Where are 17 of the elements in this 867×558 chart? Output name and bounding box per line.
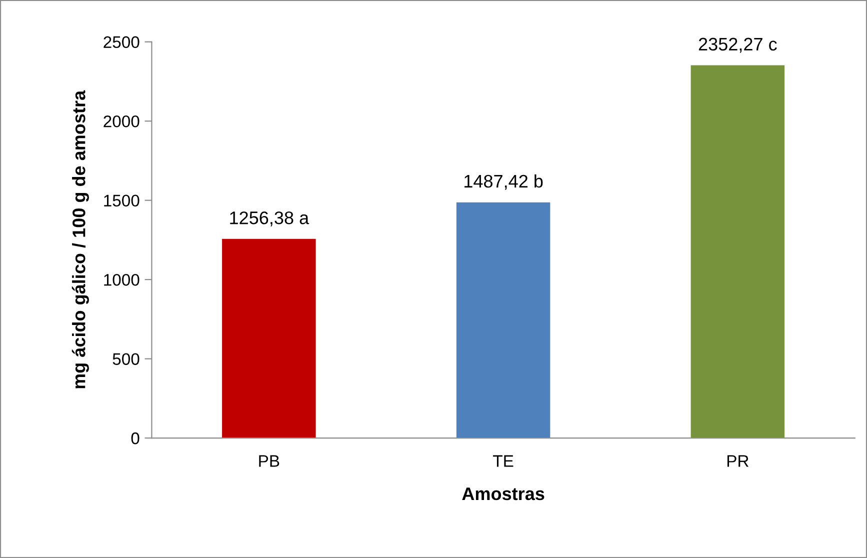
bar [222,238,316,438]
x-axis-title: Amostras [462,488,544,500]
x-tick-label: PR [727,455,748,467]
data-label: 1256,38 a [230,211,310,226]
y-tick-label: 500 [112,353,140,365]
y-tick-label: 1500 [104,194,140,207]
data-label: 2352,27 c [698,38,777,53]
y-tick-label: 0 [131,432,140,444]
bar [456,202,550,438]
x-tick-label: TE [493,455,514,467]
data-label: 1487,42 b [464,174,543,190]
bar [690,65,785,438]
y-axis-title: mg ácido gálico / 100 g de amostra [72,90,89,388]
y-tick-label: 1000 [104,274,140,286]
y-tick-label: 2500 [104,36,140,48]
y-tick-label: 2000 [104,115,140,128]
x-tick-label: PB [259,455,280,467]
